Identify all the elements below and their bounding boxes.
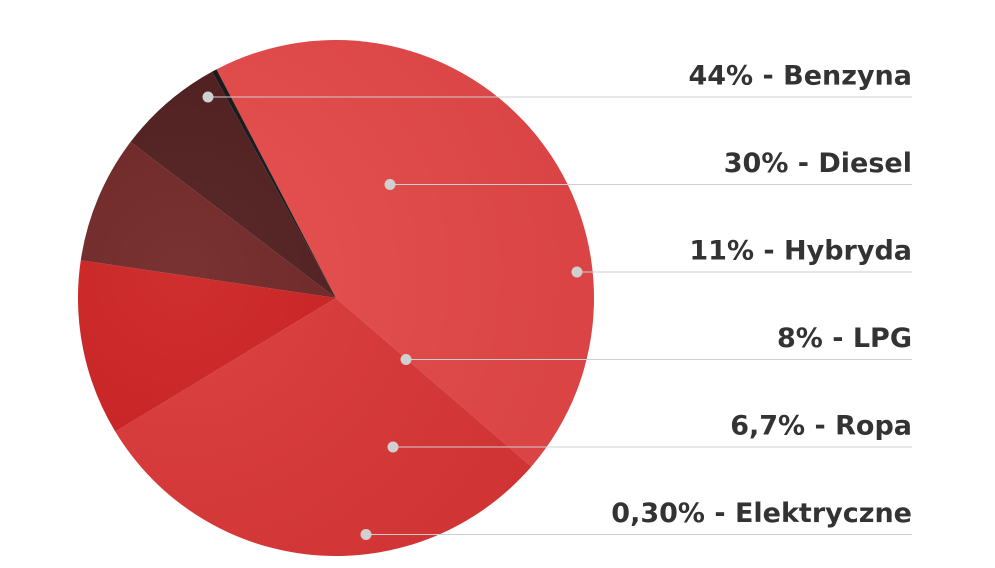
leader-dot [384, 179, 396, 190]
leader-dot [571, 266, 583, 278]
leader-dot [387, 441, 399, 453]
leader-dot [360, 529, 372, 540]
leader-dot [202, 91, 214, 103]
leader-dot [400, 354, 412, 365]
slice-label: 8% - LPG [777, 323, 912, 354]
slice-label: 0,30% - Elektryczne [611, 498, 912, 529]
pie [77, 40, 595, 556]
labels: 44% - Benzyna 30% - Diesel 11% - Hybryda 8%… [202, 61, 912, 540]
slice-label: 6,7% - Ropa [730, 411, 912, 442]
slice-label: 30% - Diesel [724, 148, 912, 179]
slice-label: 44% - Benzyna [688, 61, 912, 92]
slice-label: 11% - Hybryda [689, 236, 912, 267]
